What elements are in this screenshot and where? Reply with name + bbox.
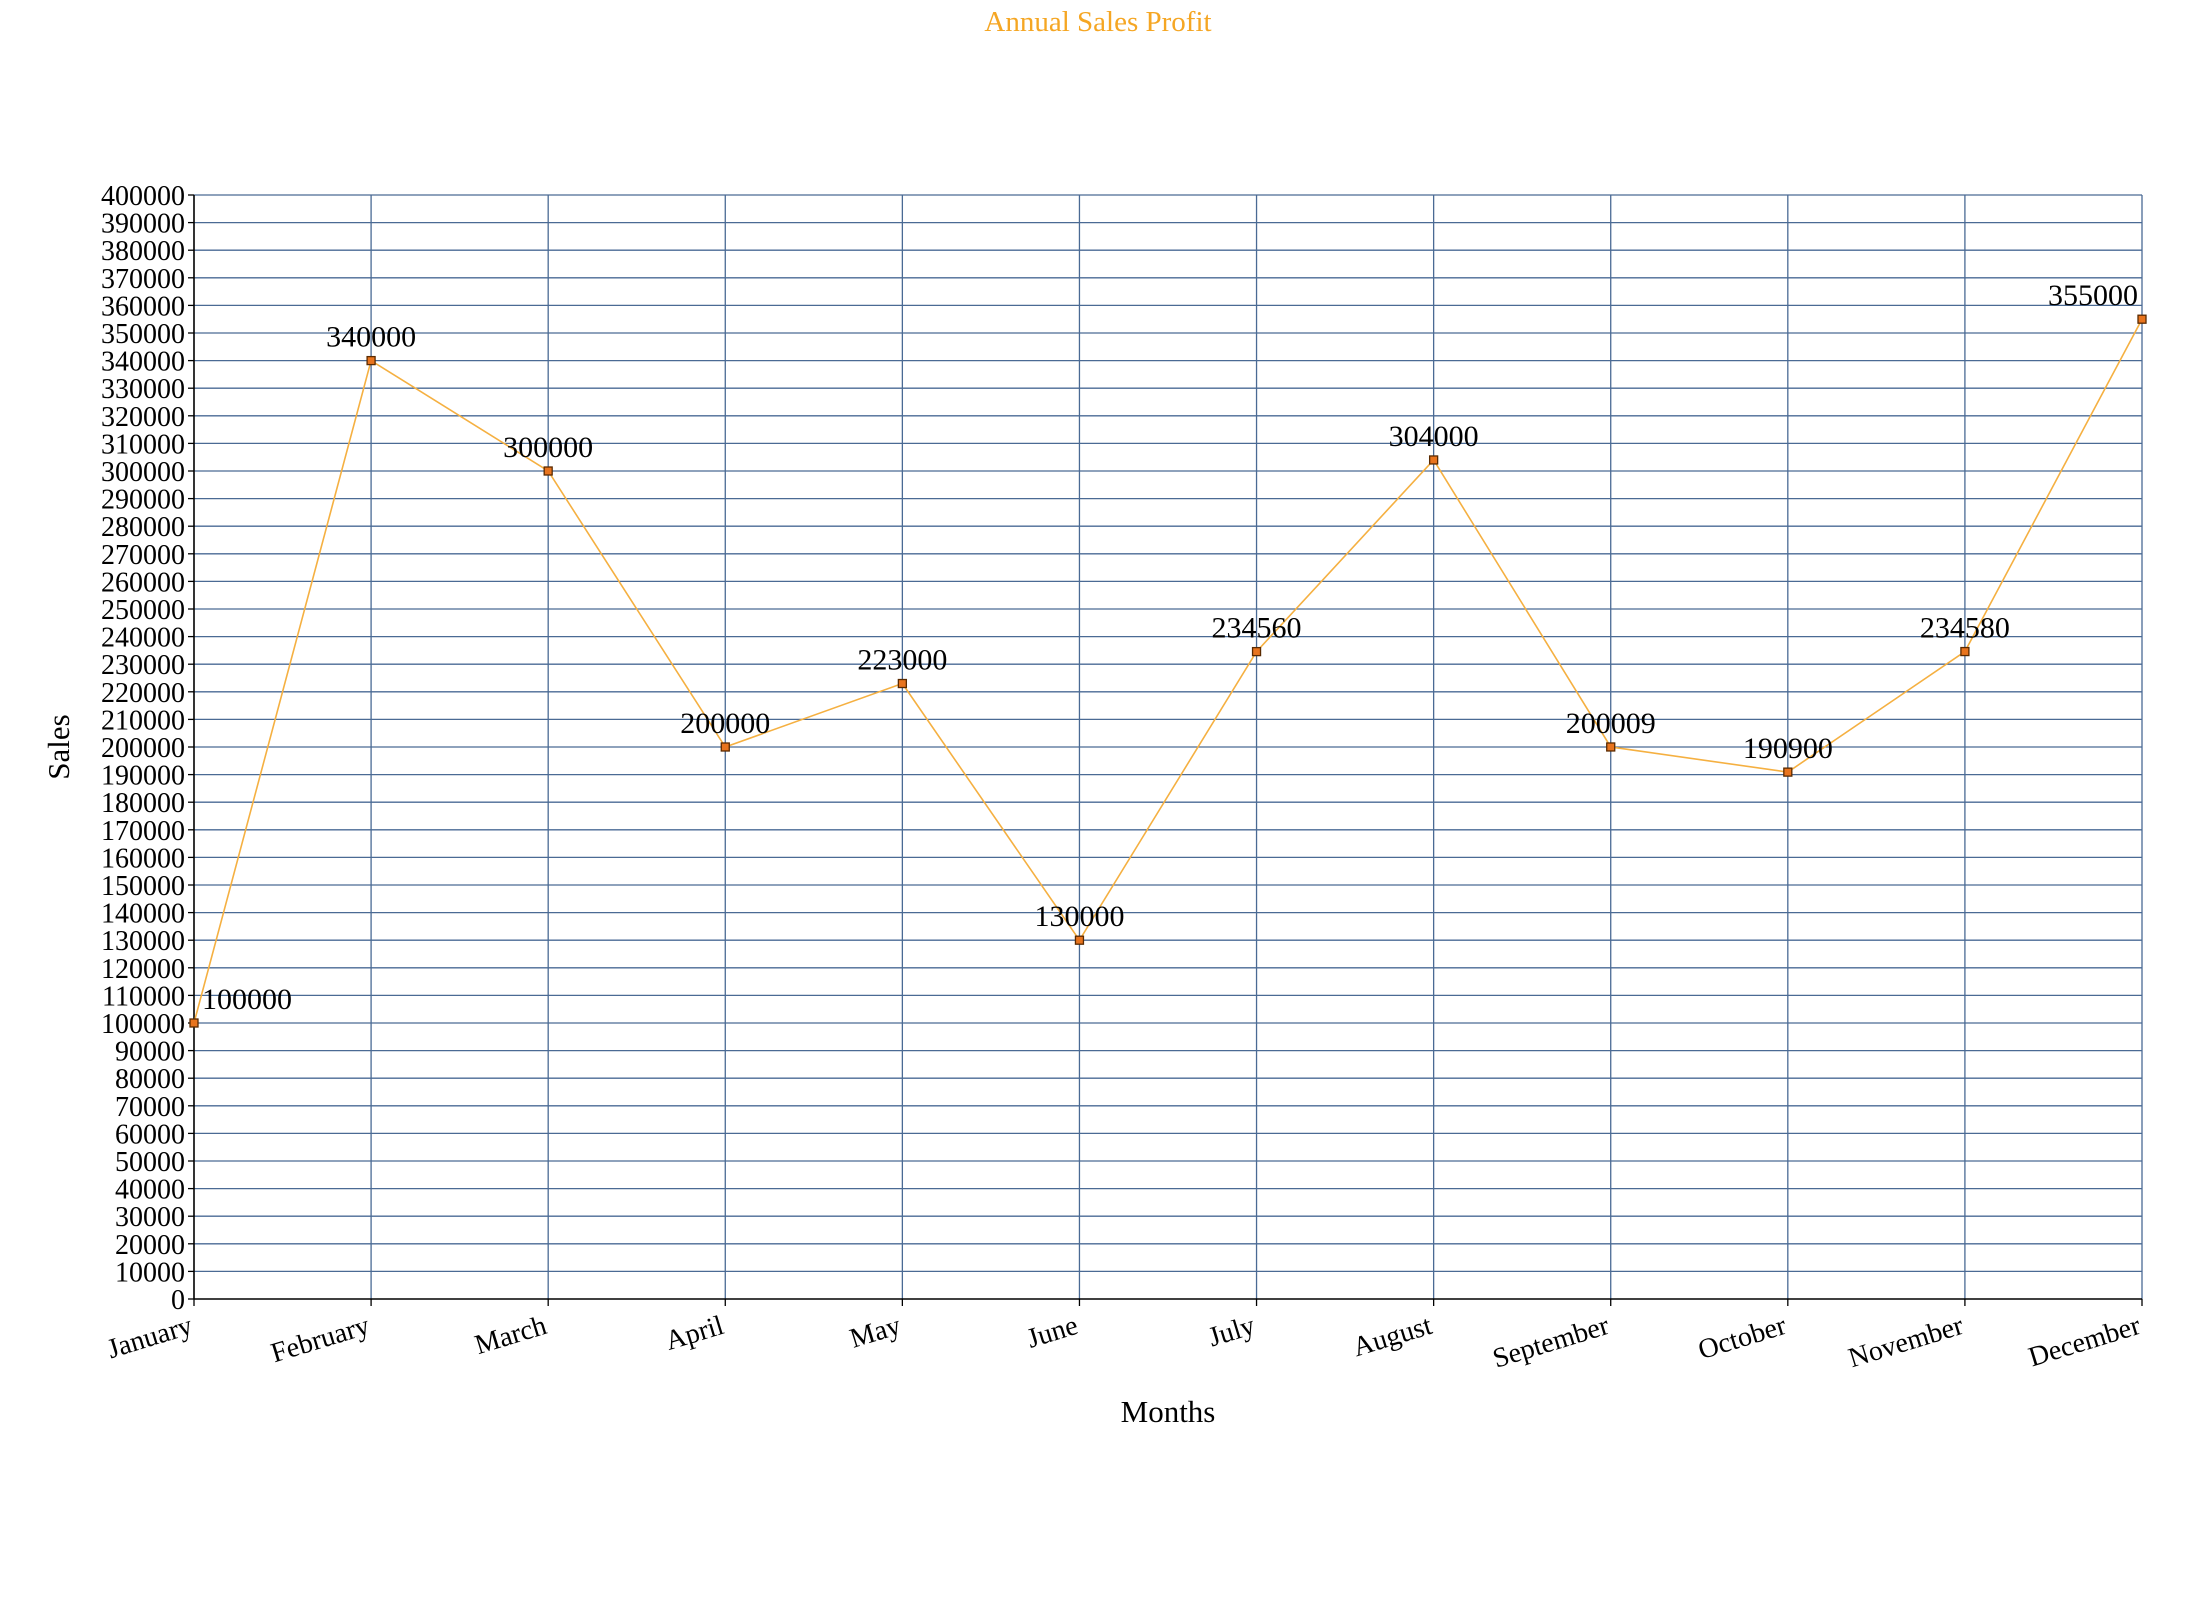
data-label: 234560 [1212, 612, 1302, 645]
y-tick-label: 80000 [115, 1064, 185, 1095]
y-tick-label: 270000 [101, 540, 185, 571]
y-tick-label: 70000 [115, 1092, 185, 1123]
y-tick-label: 110000 [102, 981, 185, 1012]
data-point [366, 355, 376, 366]
data-label: 355000 [2048, 279, 2138, 312]
y-tick-label: 130000 [101, 926, 185, 957]
y-tick-label: 150000 [101, 871, 185, 902]
y-tick-label: 330000 [101, 374, 185, 405]
data-label: 223000 [857, 644, 947, 677]
x-tick-label: April [662, 1310, 728, 1357]
data-label: 234580 [1920, 612, 2010, 645]
y-tick-label: 90000 [115, 1037, 185, 1068]
x-tick-label: November [1845, 1310, 1968, 1374]
y-tick-label: 40000 [115, 1175, 185, 1206]
series-sales [189, 314, 2147, 1028]
x-tick-label: June [1023, 1310, 1081, 1355]
y-tick-label: 280000 [101, 512, 185, 543]
y-axis-title: Sales [41, 714, 76, 779]
y-tick-label: 160000 [101, 843, 185, 874]
x-tick-label: July [1205, 1310, 1259, 1353]
x-axis-title: Months [1121, 1394, 1216, 1429]
data-point [1074, 935, 1085, 945]
x-axis-ticks: January February March April May June July Augu… [104, 1299, 2145, 1375]
y-tick-label: 20000 [115, 1230, 185, 1261]
y-tick-label: 300000 [101, 457, 185, 488]
y-tick-label: 60000 [115, 1119, 185, 1150]
y-tick-label: 390000 [101, 209, 185, 240]
y-tick-label: 260000 [101, 567, 185, 598]
data-labels: 100000 340000 300000 200000 223000 130000 2345… [202, 279, 2138, 1016]
data-point [543, 466, 553, 476]
chart-title: Annual Sales Profit [984, 6, 1211, 38]
y-tick-label: 250000 [101, 595, 185, 626]
y-tick-label: 30000 [115, 1202, 185, 1233]
y-tick-label: 180000 [101, 788, 185, 819]
data-label: 200009 [1566, 707, 1656, 740]
y-tick-label: 310000 [101, 429, 185, 460]
y-tick-label: 0 [171, 1285, 185, 1316]
y-tick-label: 380000 [101, 236, 185, 267]
x-tick-label: December [2025, 1310, 2145, 1373]
x-tick-label: August [1349, 1310, 1436, 1363]
data-point [897, 678, 908, 689]
x-tick-label: October [1695, 1310, 1791, 1366]
data-label: 304000 [1389, 420, 1479, 453]
y-tick-label: 140000 [101, 899, 185, 930]
data-label: 300000 [503, 431, 593, 464]
data-label: 200000 [680, 707, 770, 740]
y-tick-label: 400000 [101, 181, 185, 212]
y-tick-label: 170000 [101, 816, 185, 847]
x-tick-label: February [267, 1310, 373, 1369]
data-point [1783, 767, 1793, 777]
y-tick-label: 200000 [101, 733, 185, 764]
y-tick-label: 370000 [101, 264, 185, 295]
y-tick-label: 120000 [101, 954, 185, 985]
data-point [1251, 646, 1262, 657]
y-tick-label: 320000 [101, 402, 185, 433]
data-point [2137, 314, 2147, 324]
y-tick-label: 230000 [101, 650, 185, 681]
data-label: 190900 [1743, 732, 1833, 765]
data-label: 340000 [326, 321, 416, 354]
data-point [720, 742, 730, 752]
grid [194, 194, 2143, 1299]
data-point [189, 1018, 199, 1028]
series-line [193, 318, 2143, 1024]
y-tick-label: 100000 [101, 1009, 185, 1040]
x-tick-label: May [846, 1310, 904, 1355]
data-point [1428, 455, 1439, 465]
y-tick-label: 240000 [101, 623, 185, 654]
y-tick-label: 10000 [115, 1257, 185, 1288]
data-point [1960, 646, 1970, 657]
y-tick-label: 190000 [101, 761, 185, 792]
y-tick-label: 290000 [101, 485, 185, 516]
y-tick-label: 50000 [115, 1147, 185, 1178]
y-tick-label: 220000 [101, 678, 185, 709]
x-tick-label: March [471, 1310, 550, 1361]
data-label: 130000 [1034, 900, 1124, 933]
y-tick-label: 210000 [101, 705, 185, 736]
data-label: 100000 [202, 983, 292, 1016]
x-tick-label: September [1489, 1310, 1613, 1375]
x-tick-label: January [104, 1310, 196, 1365]
y-axis-ticks: 0100002000030000400005000060000700008000… [101, 181, 194, 1316]
y-tick-label: 360000 [101, 291, 185, 322]
y-tick-label: 350000 [101, 319, 185, 350]
y-tick-label: 340000 [101, 347, 185, 378]
data-point [1606, 742, 1616, 752]
